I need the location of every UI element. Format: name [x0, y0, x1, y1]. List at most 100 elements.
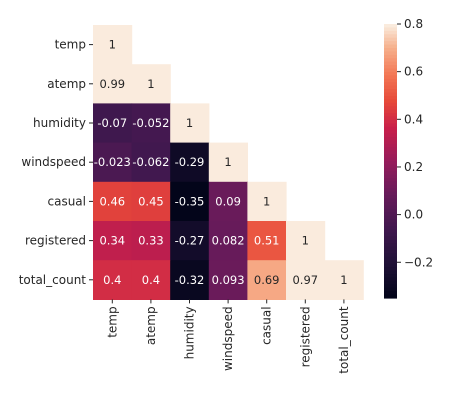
- heatmap-cell-total_count-temp: [93, 260, 133, 300]
- heatmap-cell-labels: 1 0.99 1 -0.07 -0.052 1 -0.023 -0.062 -0.29 1 0.46…: [94, 38, 348, 287]
- colorbar-segment: [384, 65, 397, 70]
- colorbar-segment: [384, 243, 397, 248]
- colorbar-segment: [384, 102, 397, 107]
- colorbar-segment: [384, 260, 397, 265]
- colorbar-segment: [384, 106, 397, 111]
- colorbar-segment: [384, 116, 397, 121]
- colorbar-segment: [384, 113, 397, 118]
- heatmap-cell-windspeed-humidity: [170, 142, 210, 183]
- colorbar-segment: [384, 140, 397, 145]
- colorbar-segment: [384, 47, 397, 52]
- colorbar-segment: [384, 133, 397, 138]
- heatmap-cell-casual-atemp: [131, 181, 171, 222]
- heatmap-cell-humidity-humidity: [170, 103, 210, 144]
- colorbar-segment: [384, 164, 397, 169]
- colorbar-segment: [384, 280, 397, 285]
- colorbar-segment: [384, 256, 397, 261]
- cell-label-atemp-atemp: 1: [147, 77, 154, 91]
- heatmap-cell-windspeed-temp: [93, 142, 133, 183]
- heatmap-cell-humidity-temp: [93, 103, 133, 144]
- heatmap-cell-atemp-temp: [93, 64, 133, 104]
- heatmap-cell-registered-registered: [286, 221, 326, 261]
- colorbar-segment: [384, 250, 397, 255]
- cell-label-atemp-temp: 0.99: [99, 77, 125, 91]
- cell-label-casual-atemp: 0.45: [138, 194, 164, 208]
- y-tick-label-temp: temp: [55, 38, 86, 52]
- colorbar-segment: [384, 174, 397, 179]
- colorbar: 0.8 0.6 0.4 0.2 0.0 −0.2: [384, 17, 433, 299]
- heatmap-cell-humidity-atemp: [131, 103, 171, 144]
- colorbar-segment: [384, 37, 397, 42]
- cell-label-total_count-windspeed: 0.093: [212, 273, 245, 287]
- colorbar-segment: [384, 239, 397, 244]
- colorbar-segment: [384, 123, 397, 128]
- colorbar-segment: [384, 78, 397, 83]
- cell-label-total_count-temp: 0.4: [103, 273, 121, 287]
- x-tick-label-humidity: humidity: [183, 306, 197, 359]
- colorbar-tick-label: 0.0: [404, 208, 423, 222]
- colorbar-tick-label: 0.2: [404, 160, 423, 174]
- colorbar-segment: [384, 161, 397, 166]
- colorbar-segment: [384, 130, 397, 135]
- heatmap-cell-registered-casual: [247, 221, 287, 261]
- colorbar-segment: [384, 226, 397, 231]
- colorbar-segment: [384, 41, 397, 46]
- colorbar-segment: [384, 246, 397, 251]
- colorbar-segment: [384, 270, 397, 275]
- colorbar-segment: [384, 147, 397, 152]
- colorbar-segment: [384, 198, 397, 203]
- heatmap-cell-total_count-atemp: [131, 260, 171, 300]
- heatmap-cell-casual-humidity: [170, 181, 210, 222]
- colorbar-segment: [384, 51, 397, 56]
- cell-label-casual-casual: 1: [263, 194, 270, 208]
- colorbar-tick-label: 0.6: [404, 65, 423, 79]
- heatmap-cell-registered-windspeed: [208, 221, 248, 261]
- y-axis-ticks: temp atemp humidity windspeed casual register…: [19, 38, 93, 287]
- colorbar-segment: [384, 126, 397, 131]
- colorbar-segment: [384, 188, 397, 193]
- colorbar-segment: [384, 137, 397, 142]
- colorbar-segment: [384, 294, 397, 299]
- colorbar-segment: [384, 178, 397, 183]
- heatmap-cell-registered-atemp: [131, 221, 171, 261]
- colorbar-segment: [384, 150, 397, 155]
- colorbar-segment: [384, 253, 397, 258]
- heatmap-cell-casual-windspeed: [208, 181, 248, 222]
- colorbar-segment: [384, 34, 397, 39]
- cell-label-registered-registered: 1: [302, 234, 309, 248]
- y-tick-label-atemp: atemp: [47, 77, 86, 91]
- colorbar-tick-label: −0.2: [404, 255, 433, 269]
- colorbar-segment: [384, 119, 397, 124]
- x-tick-label-atemp: atemp: [144, 306, 158, 345]
- colorbar-segment: [384, 232, 397, 237]
- colorbar-segment: [384, 171, 397, 176]
- y-tick-label-windspeed: windspeed: [21, 155, 86, 169]
- colorbar-segment: [384, 212, 397, 217]
- heatmap-cell-total_count-total_count: [324, 260, 364, 300]
- heatmap-cell-total_count-humidity: [170, 260, 210, 300]
- colorbar-segment: [384, 215, 397, 220]
- cell-label-casual-temp: 0.46: [99, 194, 125, 208]
- colorbar-segment: [384, 109, 397, 114]
- colorbar-segment: [384, 181, 397, 186]
- cell-label-humidity-atemp: -0.052: [132, 116, 169, 130]
- x-tick-label-windspeed: windspeed: [221, 306, 235, 371]
- x-tick-label-registered: registered: [298, 306, 312, 367]
- colorbar-segment: [384, 89, 397, 94]
- colorbar-segment: [384, 157, 397, 162]
- cell-label-casual-humidity: -0.35: [175, 194, 205, 208]
- colorbar-segment: [384, 287, 397, 292]
- heatmap-cell-total_count-casual: [247, 260, 287, 300]
- cell-label-humidity-humidity: 1: [186, 116, 193, 130]
- colorbar-segment: [384, 219, 397, 224]
- heatmap-cell-casual-casual: [247, 181, 287, 222]
- colorbar-segment: [384, 75, 397, 80]
- colorbar-segment: [384, 222, 397, 227]
- colorbar-segment: [384, 291, 397, 296]
- heatmap-cell-casual-temp: [93, 181, 133, 222]
- colorbar-segment: [384, 27, 397, 32]
- heatmap-cell-total_count-registered: [286, 260, 326, 300]
- colorbar-segment: [384, 274, 397, 279]
- cell-label-windspeed-temp: -0.023: [94, 155, 131, 169]
